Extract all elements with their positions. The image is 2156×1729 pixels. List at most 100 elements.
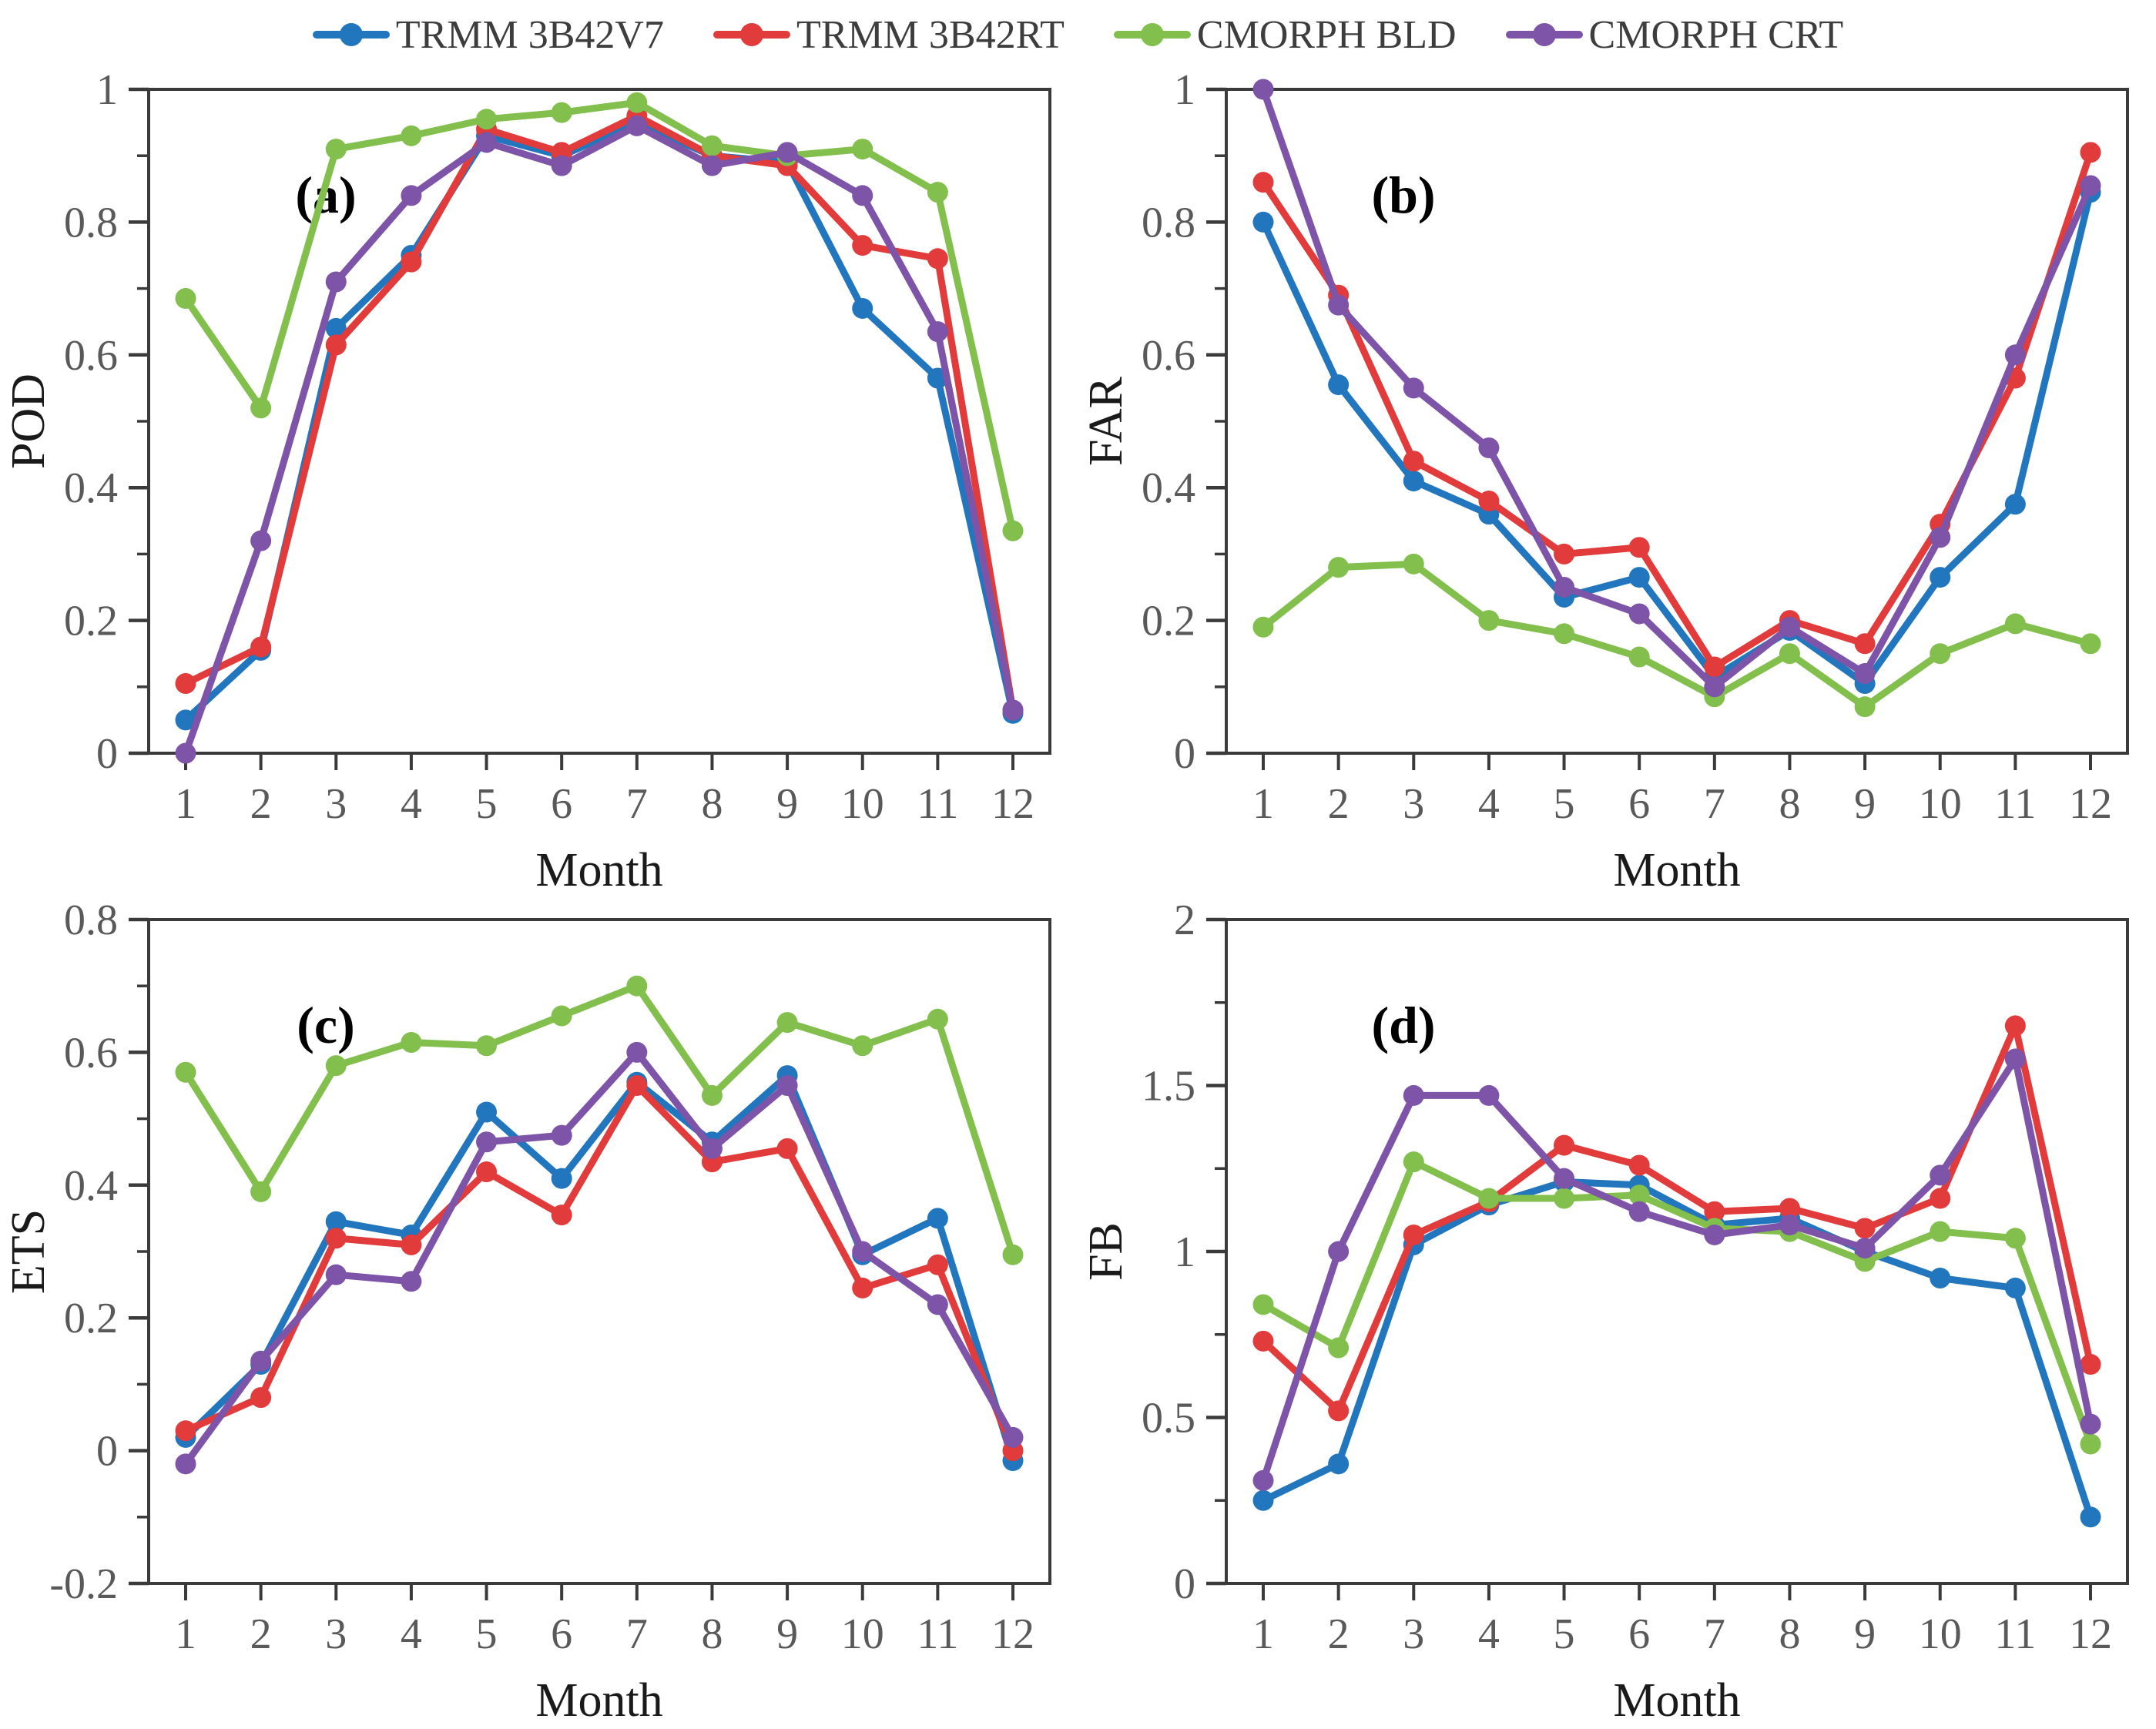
data-point-marker <box>1628 603 1650 625</box>
data-point-marker <box>325 317 347 339</box>
x-tick-label: 5 <box>1554 780 1575 828</box>
y-axis-title: FB <box>1080 1222 1132 1281</box>
data-point-marker <box>1930 1267 1951 1288</box>
data-point-marker <box>1930 567 1951 588</box>
panel-letter: (d) <box>1371 996 1435 1054</box>
legend-label: CMORPH BLD <box>1196 12 1457 57</box>
y-tick-label: 0.5 <box>1142 1395 1195 1443</box>
data-point-marker <box>1628 1184 1650 1206</box>
data-point-marker <box>1403 553 1424 575</box>
series-line <box>1259 1158 2094 1448</box>
x-tick-label: 11 <box>917 1610 958 1658</box>
data-point-marker <box>626 975 648 997</box>
data-point-marker <box>852 235 873 256</box>
x-tick-label: 4 <box>1478 780 1500 828</box>
data-point-marker <box>1554 1188 1575 1209</box>
y-tick-label: 0.2 <box>64 1295 118 1342</box>
data-point-marker <box>852 297 873 319</box>
data-point-marker <box>1854 1218 1876 1239</box>
data-point-marker <box>1628 537 1650 558</box>
x-tick-label: 12 <box>2069 1610 2112 1658</box>
data-point-marker <box>551 1005 572 1027</box>
x-tick-label: 1 <box>175 780 196 828</box>
data-point-marker <box>2080 175 2101 196</box>
data-point-marker <box>401 185 422 206</box>
data-point-marker <box>927 1008 948 1030</box>
x-tick-label: 6 <box>1628 1610 1650 1658</box>
y-tick-label: 1 <box>96 66 118 114</box>
data-point-marker <box>1478 437 1500 458</box>
data-point-marker <box>626 1075 648 1096</box>
line-dot-marker-icon <box>1505 22 1583 47</box>
y-tick-label: 1 <box>1174 1228 1195 1276</box>
data-point-marker <box>776 142 798 163</box>
data-point-marker <box>2004 1277 2026 1298</box>
x-tick-label: 9 <box>776 1610 798 1658</box>
data-point-marker <box>1779 1198 1800 1219</box>
series-line <box>1259 85 2094 691</box>
x-tick-label: 1 <box>175 1610 196 1658</box>
data-point-marker <box>1252 79 1274 100</box>
series-line <box>182 982 1017 1258</box>
data-point-marker <box>1554 543 1575 565</box>
data-point-marker <box>2080 1433 2101 1455</box>
data-point-marker <box>401 1271 422 1292</box>
data-point-marker <box>250 1387 272 1409</box>
data-point-marker <box>2080 142 2101 163</box>
data-point-marker <box>1779 1215 1800 1236</box>
x-tick-label: 7 <box>1704 780 1725 828</box>
data-point-marker <box>325 1055 347 1077</box>
data-point-marker <box>701 1138 723 1159</box>
legend-item-cmorph-bld: CMORPH BLD <box>1113 12 1457 58</box>
data-point-marker <box>250 1350 272 1372</box>
data-point-marker <box>1328 557 1350 578</box>
data-point-marker <box>1002 699 1024 721</box>
data-point-marker <box>1328 1400 1350 1422</box>
data-point-marker <box>476 1131 498 1153</box>
x-tick-label: 6 <box>1628 780 1650 828</box>
data-point-marker <box>927 1254 948 1275</box>
x-tick-label: 12 <box>2069 780 2112 828</box>
data-point-marker <box>1403 377 1424 399</box>
data-point-marker <box>927 321 948 343</box>
series-line <box>1259 560 2094 711</box>
series-line <box>182 99 1017 534</box>
data-point-marker <box>1403 471 1424 492</box>
data-point-marker <box>175 1061 196 1083</box>
series-line <box>182 1082 1017 1455</box>
x-tick-label: 1 <box>1252 1610 1274 1658</box>
data-point-marker <box>927 1294 948 1315</box>
series-cmorph-bld <box>1252 1151 2101 1455</box>
plot-border <box>147 918 1051 1585</box>
x-tick-label: 4 <box>401 780 422 828</box>
series-cmorph-crt <box>1252 1048 2101 1491</box>
data-point-marker <box>1704 656 1725 678</box>
data-point-marker <box>852 139 873 160</box>
data-point-marker <box>701 1084 723 1106</box>
data-point-marker <box>1002 520 1024 541</box>
x-axis-title: Month <box>1613 844 1740 895</box>
series-cmorph-bld <box>175 975 1024 1265</box>
data-point-marker <box>476 1035 498 1057</box>
plot-border <box>1225 918 2129 1585</box>
series-trmm-3b42rt <box>1252 1015 2101 1422</box>
data-point-marker <box>2080 1354 2101 1375</box>
data-point-marker <box>401 1234 422 1255</box>
data-point-marker <box>401 251 422 273</box>
y-tick-label: 1.5 <box>1142 1063 1195 1111</box>
data-point-marker <box>852 1241 873 1262</box>
data-point-marker <box>325 1211 347 1232</box>
data-point-marker <box>1328 1337 1350 1359</box>
legend-item-trmm-3b42v7: TRMM 3B42V7 <box>312 12 664 58</box>
line-dot-marker-icon <box>1113 22 1191 47</box>
y-tick-label: 0.8 <box>64 199 118 246</box>
plot-border <box>147 88 1051 755</box>
data-point-marker <box>1403 1151 1424 1173</box>
legend: TRMM 3B42V7 TRMM 3B42RT CMORPH BLD CMORP… <box>0 0 2156 65</box>
x-tick-label: 2 <box>1328 780 1350 828</box>
data-point-marker <box>1478 610 1500 632</box>
x-tick-label: 3 <box>1403 780 1424 828</box>
series-line <box>1259 1022 2094 1415</box>
x-tick-label: 8 <box>701 1610 723 1658</box>
data-point-marker <box>325 334 347 356</box>
